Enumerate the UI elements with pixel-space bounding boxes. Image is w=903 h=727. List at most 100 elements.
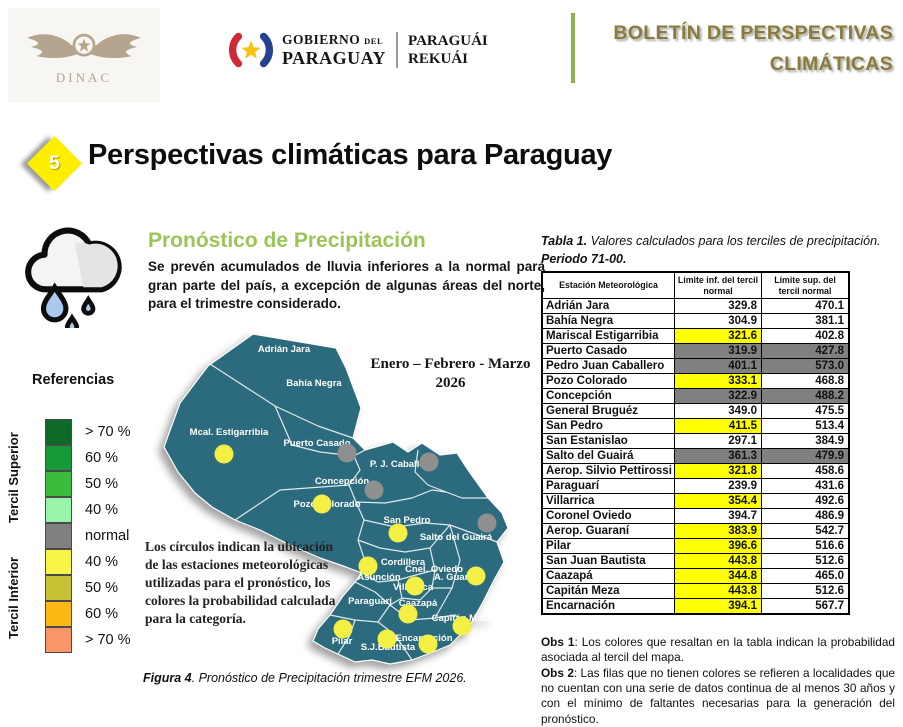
limit-inf-cell: 361.3: [674, 448, 762, 465]
station-name-cell: Villarrica: [541, 493, 675, 510]
forecast-heading: Pronóstico de Precipitación: [148, 229, 426, 252]
bulletin-title: BOLETÍN DE PERSPECTIVAS CLIMÁTICAS: [560, 18, 893, 80]
limit-inf-cell: 401.1: [674, 358, 762, 375]
legend-item: 50 %: [45, 470, 131, 497]
table-row: Bahía Negra 304.9 381.1: [541, 313, 850, 330]
limit-inf-cell: 321.8: [674, 463, 762, 480]
legend-item: 40 %: [45, 496, 131, 523]
legend-item: 50 %: [45, 574, 131, 601]
country-shape: Adrián Jara Bahía Negra Mcal. Estigarribia…: [163, 333, 509, 665]
station-name-cell: San Juan Bautista: [541, 553, 675, 570]
table-row: Salto del Guairá 361.3 479.9: [541, 448, 850, 465]
obs-2: Obs 2: Las filas que no tienen colores s…: [541, 666, 895, 727]
legend-label: 50 %: [85, 476, 119, 492]
station-circle: [466, 566, 486, 586]
map-station-label: P. J. Caballero: [370, 459, 434, 470]
limit-sup-cell: 516.6: [761, 538, 850, 555]
table-row: Concepción 322.9 488.2: [541, 388, 850, 405]
limit-inf-cell: 354.4: [674, 493, 762, 510]
limit-sup-cell: 468.8: [761, 373, 850, 390]
obs-1-label: Obs 1: [541, 635, 575, 649]
table-row: Pedro Juan Caballero 401.1 573.0: [541, 358, 850, 375]
table-title-line2: Periodo 71-00.: [541, 252, 627, 267]
limit-inf-cell: 333.1: [674, 373, 762, 390]
stations-layer: Adrián Jara Bahía Negra Mcal. Estigarribia…: [190, 344, 497, 654]
limit-sup-cell: 431.6: [761, 478, 850, 495]
rain-cloud-icon: [25, 227, 122, 328]
map-station-label: Salto del Guairá: [420, 532, 493, 543]
station-name-cell: San Estanislao: [541, 433, 675, 450]
table-row: General Bruguéz 349.0 475.5: [541, 403, 850, 420]
legend-title: Referencias: [32, 372, 115, 388]
dinac-label: DINAC: [55, 69, 113, 85]
station-name-cell: San Pedro: [541, 418, 675, 435]
header-accent-bar: [571, 13, 575, 83]
station-name-cell: Paraguarí: [541, 478, 675, 495]
legend-swatch: [45, 626, 72, 653]
bulletin-title-line1: BOLETÍN DE PERSPECTIVAS: [613, 22, 893, 44]
table-row: Pozo Colorado 333.1 468.8: [541, 373, 850, 390]
figure-caption-text: . Pronóstico de Precipitación trimestre …: [191, 671, 467, 685]
dinac-logo: DINAC: [8, 8, 160, 102]
station-circle: [418, 634, 438, 654]
forecast-period-line2: 2026: [435, 374, 466, 391]
legend-item: 60 %: [45, 444, 131, 471]
gov-logo-divider: [396, 32, 399, 68]
limit-inf-cell: 321.6: [674, 328, 762, 345]
station-name-cell: Puerto Casado: [541, 343, 675, 360]
limit-inf-cell: 396.6: [674, 538, 762, 555]
map-station-label: Asunción: [357, 572, 400, 583]
map-station-label: A. Guaraní: [434, 572, 482, 583]
table-row: Mariscal Estigarribia 321.6 402.8: [541, 328, 850, 345]
limit-inf-cell: 383.9: [674, 523, 762, 540]
legend-label: normal: [85, 528, 130, 544]
station-name-cell: Pedro Juan Caballero: [541, 358, 675, 375]
limit-sup-cell: 381.1: [761, 313, 850, 330]
tercil-inferior-label: Tercil Inferior: [6, 556, 21, 640]
limit-sup-cell: 488.2: [761, 388, 850, 405]
section-number: 5: [49, 152, 60, 174]
paraguay-map: Adrián Jara Bahía Negra Mcal. Estigarribia…: [163, 333, 509, 665]
header-limit-sup: Límite sup. del tercil normal: [761, 271, 850, 300]
legend-label: > 70 %: [85, 424, 131, 440]
terciles-table-body: Adrián Jara 329.8 470.1 Bahía Negra 304.9 381…: [541, 298, 850, 615]
map-station-label: Mcal. Estigarribia: [190, 427, 269, 438]
legend-item: normal: [45, 522, 131, 549]
map-note: Los círculos indican la ubicación de las…: [145, 539, 336, 626]
station-circle: [312, 494, 332, 514]
bulletin-title-line2: CLIMÁTICAS: [769, 53, 893, 76]
limit-inf-cell: 322.9: [674, 388, 762, 405]
limit-inf-cell: 349.0: [674, 403, 762, 420]
map-station-label: Cordillera: [381, 557, 426, 568]
station-circle: [452, 616, 472, 636]
map-station-label: Concepción: [315, 476, 370, 487]
terciles-table: Estación Meteorológica Límite inf. del t…: [541, 271, 850, 616]
paraguay-emblem-icon: [229, 28, 273, 72]
legend-label: > 70 %: [85, 632, 131, 648]
limit-sup-cell: 479.9: [761, 448, 850, 465]
table-row: Encarnación 394.1 567.7: [541, 598, 850, 615]
limit-inf-cell: 443.8: [674, 553, 762, 570]
limit-sup-cell: 475.5: [761, 403, 850, 420]
gov-guarani2: REKUÁI: [408, 50, 469, 67]
limit-sup-cell: 470.1: [761, 298, 850, 315]
map-station-label: Caazapá: [399, 598, 438, 609]
map-station-label: San Pedro: [384, 515, 431, 526]
figure-caption-bold: Figura 4: [143, 671, 192, 685]
station-circle: [419, 452, 439, 472]
station-name-cell: General Bruguéz: [541, 403, 675, 420]
map-station-label: Puerto Casado: [283, 438, 350, 449]
tercil-superior-label: Tercil Superior: [6, 432, 21, 524]
station-circle: [405, 576, 425, 596]
legend-swatch: [45, 418, 72, 445]
station-name-cell: Adrián Jara: [541, 298, 675, 315]
limit-sup-cell: 465.0: [761, 568, 850, 585]
station-circle: [337, 443, 357, 463]
observations: Obs 1: Los colores que resaltan en la ta…: [541, 635, 895, 727]
table-row: Coronel Oviedo 394.7 486.9: [541, 508, 850, 525]
gov-line2: PARAGUAY: [282, 47, 387, 68]
station-name-cell: Concepción: [541, 388, 675, 405]
forecast-paragraph: Se prevén acumulados de lluvia inferiore…: [148, 259, 545, 312]
map-station-label: Paraguarí: [348, 596, 392, 607]
limit-sup-cell: 384.9: [761, 433, 850, 450]
